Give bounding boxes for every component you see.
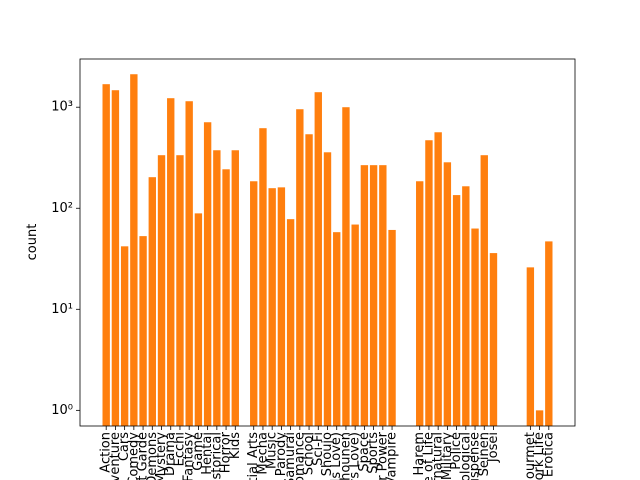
x-tick-label: Seinen bbox=[477, 432, 492, 476]
x-tick-label: Police bbox=[449, 432, 464, 470]
bar bbox=[434, 132, 442, 426]
bar bbox=[323, 152, 332, 426]
bar bbox=[167, 98, 175, 426]
x-tick-label: Space bbox=[357, 432, 372, 472]
bar bbox=[277, 187, 286, 426]
bar bbox=[443, 162, 452, 426]
x-tick-label: Martial Arts bbox=[246, 432, 261, 480]
x-tick-label: Action bbox=[99, 432, 114, 473]
bar bbox=[120, 246, 129, 426]
x-tick-label: School bbox=[302, 432, 317, 475]
x-tick-label: Mystery bbox=[154, 432, 169, 480]
bar bbox=[130, 74, 138, 426]
x-tick-label: Horror bbox=[219, 431, 234, 473]
bar bbox=[139, 236, 147, 426]
bar bbox=[231, 150, 239, 426]
bar bbox=[526, 267, 535, 426]
x-tick-label: Military bbox=[440, 432, 455, 480]
y-tick-label: 10² bbox=[51, 201, 73, 216]
x-tick-label: Shounen Ai(Boys Love) bbox=[348, 432, 363, 480]
bar bbox=[111, 90, 120, 427]
x-tick-label: Romance bbox=[292, 432, 307, 480]
bar bbox=[425, 140, 433, 427]
bar bbox=[296, 109, 304, 427]
x-tick-label: Avant Garde bbox=[136, 432, 151, 480]
bar bbox=[360, 165, 369, 426]
x-tick-label: Vampire bbox=[385, 432, 400, 480]
x-tick-label: Cars bbox=[117, 432, 132, 461]
bar bbox=[213, 150, 221, 426]
y-tick-label: 10³ bbox=[51, 100, 73, 115]
x-tick-label: Adventure bbox=[108, 432, 123, 480]
y-tick-label: 10⁰ bbox=[51, 403, 73, 418]
x-tick-label: Slice of Life bbox=[421, 432, 436, 480]
bar bbox=[452, 195, 461, 426]
bar bbox=[471, 228, 479, 426]
bar bbox=[379, 165, 387, 426]
bar bbox=[480, 155, 488, 427]
x-tick-label: Work Life bbox=[532, 432, 547, 480]
y-axis-label: count bbox=[25, 224, 40, 261]
bar bbox=[416, 181, 424, 426]
x-tick-label: Hentai bbox=[200, 432, 215, 475]
x-tick-label: Shounen bbox=[338, 432, 353, 480]
bar bbox=[333, 232, 341, 426]
x-tick-label: Harem bbox=[412, 432, 427, 475]
x-tick-label: Parody bbox=[274, 432, 289, 476]
bar bbox=[102, 84, 110, 427]
x-tick-label: Ecchi bbox=[172, 432, 187, 466]
x-tick-label: Comedy bbox=[126, 432, 141, 480]
x-tick-label: Supernatural bbox=[431, 432, 446, 480]
x-tick-label: Music bbox=[265, 432, 280, 469]
bar bbox=[250, 181, 258, 426]
x-tick-label: Shoujo Ai(Girls Love) bbox=[329, 432, 344, 480]
bar bbox=[194, 213, 203, 426]
x-tick-label: Historical bbox=[209, 432, 224, 480]
bar bbox=[268, 188, 276, 426]
y-tick-label: 10¹ bbox=[51, 302, 73, 317]
bar bbox=[545, 241, 553, 426]
bar bbox=[185, 101, 193, 427]
bar bbox=[286, 219, 295, 426]
bar bbox=[342, 107, 350, 427]
x-tick-label: Mecha bbox=[255, 432, 270, 475]
bar bbox=[203, 122, 212, 427]
bar bbox=[176, 155, 184, 427]
x-tick-label: Suspense bbox=[468, 432, 483, 480]
x-tick-label: Josei bbox=[486, 432, 501, 463]
bar bbox=[489, 253, 498, 426]
x-tick-label: Sports bbox=[366, 432, 381, 474]
x-tick-label: Psychological bbox=[458, 432, 473, 480]
bar bbox=[305, 134, 313, 426]
bar bbox=[148, 177, 156, 426]
x-tick-label: Demons bbox=[145, 432, 160, 480]
x-tick-label: Sci-Fi bbox=[311, 432, 326, 466]
x-tick-label: Gourmet bbox=[523, 432, 538, 480]
x-tick-label: Fantasy bbox=[182, 432, 197, 480]
x-tick-label: Game bbox=[191, 432, 206, 471]
bar bbox=[369, 165, 378, 426]
bar bbox=[222, 169, 230, 427]
bar bbox=[535, 410, 544, 426]
x-tick-label: Drama bbox=[163, 432, 178, 476]
bar bbox=[351, 224, 359, 426]
bar bbox=[157, 155, 166, 427]
x-tick-label: Super Power bbox=[375, 431, 390, 480]
x-tick-label: Erotica bbox=[541, 432, 556, 477]
bar bbox=[462, 186, 470, 426]
x-tick-label: Samurai bbox=[283, 432, 298, 480]
bar bbox=[314, 92, 322, 426]
bar bbox=[259, 128, 267, 427]
x-tick-label: Kids bbox=[228, 432, 243, 459]
bar bbox=[388, 229, 396, 426]
x-tick-label: Shoujo bbox=[320, 432, 335, 476]
axes-frame bbox=[79, 58, 576, 427]
